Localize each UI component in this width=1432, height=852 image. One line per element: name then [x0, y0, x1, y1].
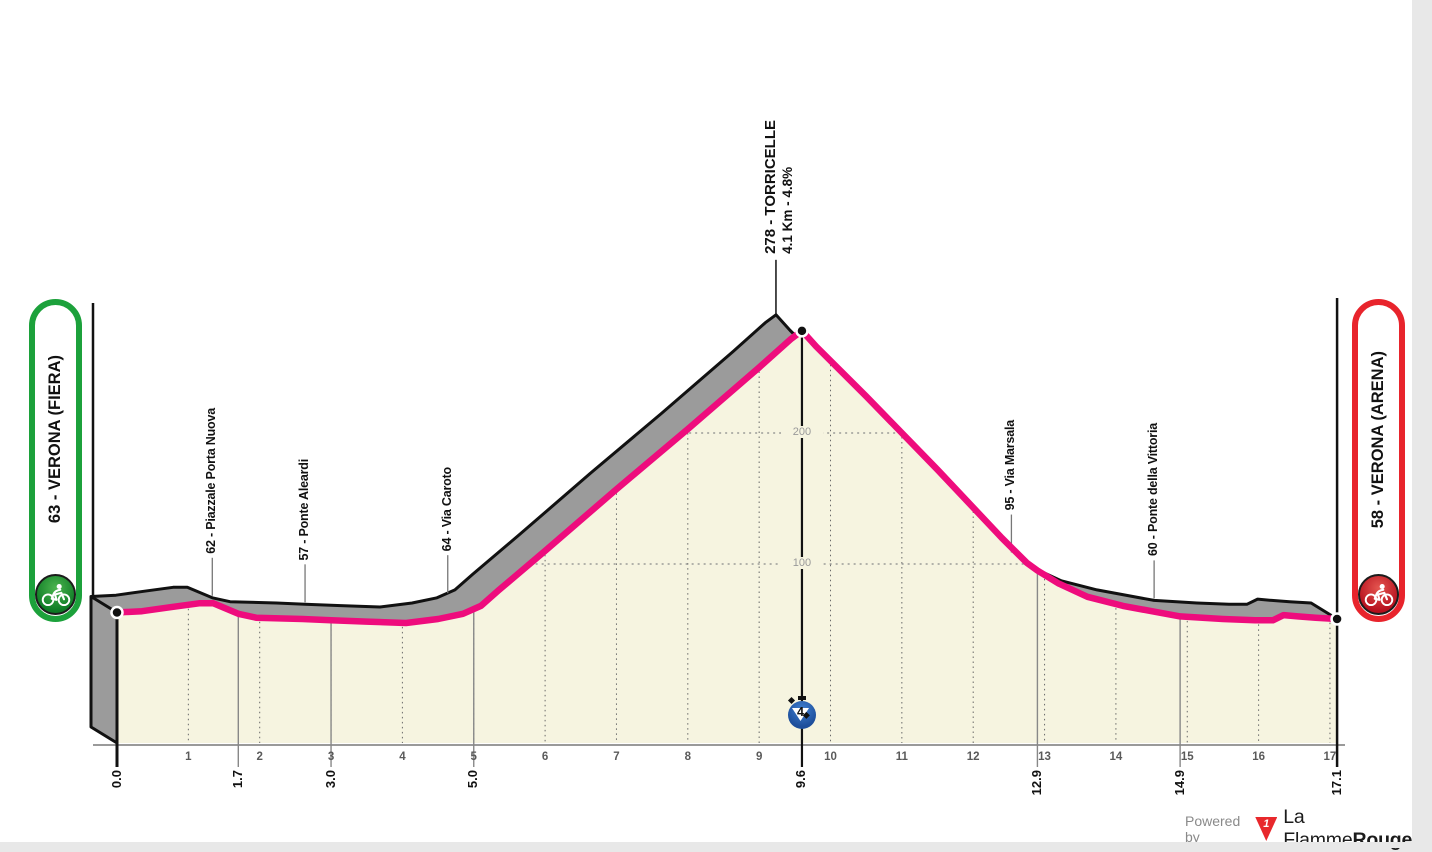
brand-logo-triangle-icon: 1	[1255, 817, 1278, 841]
window-edge-right	[1412, 0, 1432, 848]
stage-profile: 1 2 3 4 5 6 7 8 9 10 11 12 13 14 15 16 17 0.0 1.7 3.0 5.0 9.6…	[0, 0, 1412, 842]
waypoint-label: 62 - Piazzale Porta Nuova	[204, 408, 219, 554]
x-tick-label: 13	[1038, 751, 1051, 763]
start-badge-label-wrap: 63 - VERONA (FIERA)	[45, 305, 64, 574]
window-edge-bottom	[0, 842, 1432, 848]
start-badge-label: 63 - VERONA (FIERA)	[45, 355, 64, 524]
km-marker-label: 0.0	[108, 770, 124, 789]
waypoint-label: 64 - Via Caroto	[439, 466, 454, 552]
gridline-value-label: 100	[780, 557, 823, 569]
climb-category-value: 4	[797, 705, 804, 719]
x-tick-label: 10	[824, 751, 837, 763]
km-marker-label: 14.9	[1171, 770, 1187, 796]
brand-logo-number: 1	[1263, 818, 1270, 830]
climb-category-badge: 4	[788, 696, 816, 729]
x-tick-label: 9	[755, 751, 763, 763]
km-marker-label: 9.6	[793, 770, 809, 789]
finish-badge-label-wrap: 58 - VERONA (ARENA)	[1368, 305, 1387, 574]
x-tick-label: 7	[613, 751, 620, 763]
km-marker-label: 12.9	[1028, 770, 1044, 796]
peak-label: 278 - TORRICELLE 4.1 Km - 4.8%	[762, 120, 797, 254]
km-marker-label: 17.1	[1328, 770, 1344, 796]
x-tick-label: 5	[470, 751, 477, 763]
x-tick-label: 8	[684, 751, 691, 763]
peak-label-title: 278 - TORRICELLE	[762, 120, 779, 254]
x-tick-label: 4	[399, 751, 406, 763]
start-badge: 63 - VERONA (FIERA)	[29, 299, 82, 622]
profile-chart-svg	[89, 259, 1345, 767]
x-tick-label: 3	[327, 751, 335, 763]
route-line	[113, 327, 1341, 627]
waypoint-label: 60 - Ponte della Vittoria	[1146, 423, 1161, 557]
ridge-outline	[90, 313, 1338, 621]
x-tick-label: 14	[1109, 751, 1123, 763]
gridline-value-label: 200	[780, 426, 823, 438]
finish-badge: 58 - VERONA (ARENA)	[1352, 299, 1405, 622]
finish-badge-label: 58 - VERONA (ARENA)	[1368, 350, 1387, 529]
km-marker-label: 1.7	[229, 770, 245, 789]
left-wall	[89, 594, 119, 745]
elevation-fill	[117, 330, 1338, 743]
powered-by-text: Powered by	[1185, 813, 1241, 845]
start-cyclist-icon	[35, 574, 76, 615]
waypoint-label: 57 - Ponte Aleardi	[297, 458, 312, 561]
x-tick-label: 1	[185, 751, 192, 763]
x-tick-label: 11	[895, 751, 908, 763]
road-ribbon	[91, 314, 1338, 623]
km-marker-label: 3.0	[322, 770, 338, 789]
x-tick-label: 6	[541, 751, 549, 763]
x-tick-label: 16	[1252, 751, 1265, 763]
finish-cyclist-icon	[1358, 574, 1399, 615]
peak-label-gradient: 4.1 Km - 4.8%	[779, 166, 795, 254]
x-tick-label: 15	[1180, 751, 1194, 763]
finish-dot	[1330, 612, 1344, 626]
km-marker-label: 5.0	[465, 770, 481, 789]
summit-dot	[795, 324, 809, 338]
x-tick-label: 17	[1323, 751, 1337, 763]
waypoint-label: 95 - Via Marsala	[1003, 420, 1018, 511]
x-tick-label: 2	[256, 751, 263, 763]
start-dot	[110, 605, 124, 620]
x-tick-label: 12	[966, 751, 980, 763]
